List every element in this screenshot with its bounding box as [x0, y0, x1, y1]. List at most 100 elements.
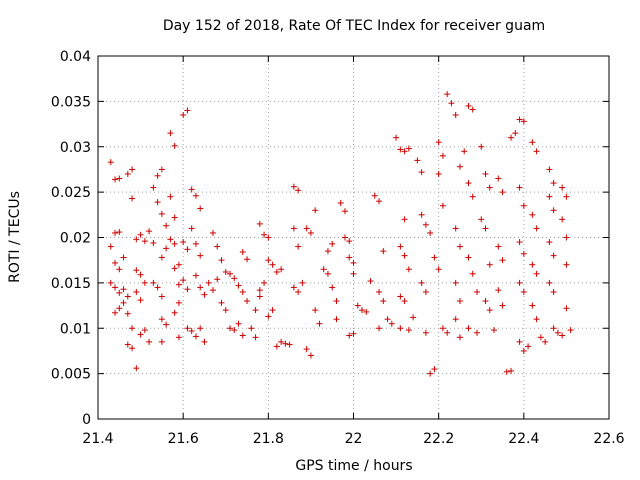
- y-tick-label: 0.01: [60, 321, 91, 337]
- x-tick-label: 22.4: [508, 431, 539, 447]
- data-points: [107, 91, 574, 377]
- data-point: [214, 276, 221, 283]
- data-point: [316, 320, 323, 327]
- data-point: [559, 216, 566, 223]
- data-point: [503, 368, 510, 375]
- data-point: [171, 214, 178, 221]
- data-point: [269, 307, 276, 314]
- data-point: [525, 343, 532, 350]
- data-point: [158, 254, 165, 261]
- data-point: [320, 266, 327, 273]
- data-point: [363, 308, 370, 315]
- data-point: [546, 193, 553, 200]
- data-point: [261, 279, 268, 286]
- data-point: [218, 257, 225, 264]
- data-point: [478, 216, 485, 223]
- data-point: [252, 334, 259, 341]
- data-point: [303, 346, 310, 353]
- x-tick-label: 21.6: [168, 431, 199, 447]
- data-point: [516, 338, 523, 345]
- data-point: [163, 245, 170, 252]
- data-point: [295, 243, 302, 250]
- data-point: [214, 243, 221, 250]
- y-tick-label: 0.02: [60, 231, 91, 247]
- y-tick-label: 0.03: [60, 140, 91, 156]
- data-point: [273, 268, 280, 275]
- data-point: [129, 325, 136, 332]
- data-point: [120, 254, 127, 261]
- data-point: [239, 332, 246, 339]
- data-point: [333, 298, 340, 305]
- data-point: [107, 243, 114, 250]
- data-point: [435, 139, 442, 146]
- data-point: [265, 257, 272, 264]
- data-point: [346, 332, 353, 339]
- data-point: [120, 299, 127, 306]
- data-point: [482, 170, 489, 177]
- data-point: [537, 334, 544, 341]
- chart-title: Day 152 of 2018, Rate Of TEC Index for r…: [163, 18, 545, 34]
- data-point: [461, 148, 468, 155]
- data-point: [563, 234, 570, 241]
- x-tick-label: 22: [345, 431, 363, 447]
- data-point: [354, 302, 361, 309]
- data-point: [486, 307, 493, 314]
- data-point: [129, 195, 136, 202]
- data-point: [559, 332, 566, 339]
- data-point: [516, 279, 523, 286]
- data-point: [158, 338, 165, 345]
- data-point: [273, 343, 280, 350]
- data-point: [205, 279, 212, 286]
- data-point: [188, 327, 195, 334]
- data-point: [563, 193, 570, 200]
- data-point: [465, 102, 472, 109]
- data-point: [112, 259, 119, 266]
- data-point: [133, 365, 140, 372]
- data-point: [278, 338, 285, 345]
- data-point: [158, 293, 165, 300]
- data-point: [554, 329, 561, 336]
- data-point: [563, 305, 570, 312]
- y-tick-label: 0.04: [60, 49, 91, 65]
- data-point: [107, 159, 114, 166]
- plot-frame: [97, 55, 610, 420]
- data-point: [269, 261, 276, 268]
- data-point: [329, 284, 336, 291]
- data-point: [341, 208, 348, 215]
- data-point: [380, 248, 387, 255]
- data-point: [341, 234, 348, 241]
- data-point: [452, 111, 459, 118]
- data-point: [439, 325, 446, 332]
- data-point: [405, 266, 412, 273]
- data-point: [452, 225, 459, 232]
- data-point: [192, 240, 199, 247]
- data-point: [201, 291, 208, 298]
- data-point: [290, 225, 297, 232]
- data-point: [137, 271, 144, 278]
- data-point: [546, 166, 553, 173]
- data-point: [393, 134, 400, 141]
- data-point: [495, 175, 502, 182]
- data-point: [422, 288, 429, 295]
- data-point: [192, 192, 199, 199]
- data-point: [508, 134, 515, 141]
- data-point: [244, 256, 251, 263]
- data-point: [508, 367, 515, 374]
- data-point: [150, 184, 157, 191]
- data-point: [133, 236, 140, 243]
- data-point: [384, 316, 391, 323]
- data-point: [435, 266, 442, 273]
- x-tick-label: 21.4: [82, 431, 113, 447]
- data-point: [499, 189, 506, 196]
- data-point: [222, 268, 229, 275]
- data-point: [452, 279, 459, 286]
- data-point: [469, 270, 476, 277]
- data-point: [116, 266, 123, 273]
- data-point: [175, 261, 182, 268]
- data-point: [218, 299, 225, 306]
- data-point: [376, 325, 383, 332]
- data-point: [380, 298, 387, 305]
- data-point: [158, 166, 165, 173]
- data-point: [295, 288, 302, 295]
